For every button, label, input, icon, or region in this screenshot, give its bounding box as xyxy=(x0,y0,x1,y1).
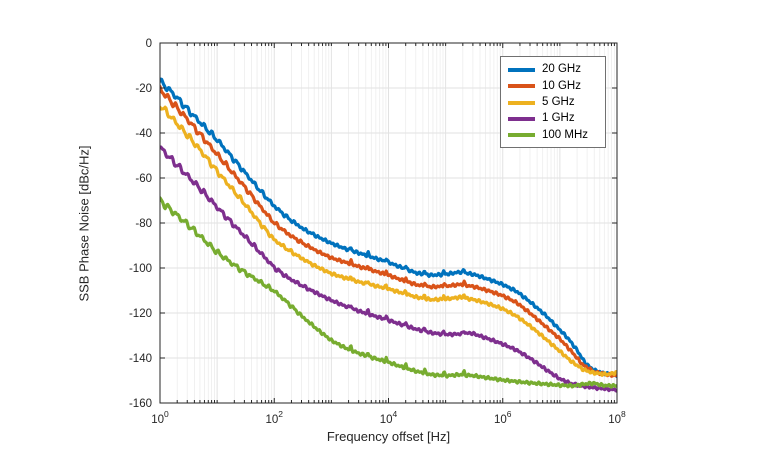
y-tick-label: -100 xyxy=(129,263,152,275)
series-line-20-ghz xyxy=(160,77,617,379)
series-line-10-ghz xyxy=(160,85,617,378)
legend-entry-20-ghz: 20 GHz xyxy=(508,62,605,78)
legend-entry-10-ghz: 10 GHz xyxy=(508,78,605,94)
legend-label: 5 GHz xyxy=(542,95,575,108)
y-tick-label: -20 xyxy=(135,83,152,95)
legend-entry-100-mhz: 100 MHz xyxy=(508,127,605,143)
y-tick-label: -40 xyxy=(135,128,152,140)
legend-line-swatch xyxy=(508,117,535,122)
legend-line-swatch xyxy=(508,100,535,105)
axes-box xyxy=(159,42,618,404)
series-line-5-ghz xyxy=(160,105,617,377)
legend: 20 GHz 10 GHz 5 GHz 1 GHz 100 MHz xyxy=(500,56,606,149)
y-tick-label: -60 xyxy=(135,173,152,185)
legend-entry-5-ghz: 5 GHz xyxy=(508,95,605,111)
x-tick-label: 106 xyxy=(494,409,512,426)
x-axis-label: Frequency offset [Hz] xyxy=(326,429,451,444)
legend-label: 20 GHz xyxy=(542,63,581,76)
series-line-100-mhz xyxy=(160,196,617,389)
series-line-1-ghz xyxy=(160,145,617,393)
legend-label: 100 MHz xyxy=(542,128,589,141)
y-tick-label: 0 xyxy=(146,38,152,50)
y-axis-label: SSB Phase Noise [dBc/Hz] xyxy=(76,145,92,302)
y-tick-label: -140 xyxy=(129,353,152,365)
y-tick-label: -120 xyxy=(129,308,152,320)
x-tick-label: 102 xyxy=(265,409,283,426)
x-tick-label: 104 xyxy=(380,409,398,426)
x-tick-label: 100 xyxy=(151,409,169,426)
y-tick-label: -160 xyxy=(129,398,152,410)
legend-line-swatch xyxy=(508,133,535,138)
y-tick-label: -80 xyxy=(135,218,152,230)
x-tick-label: 108 xyxy=(608,409,626,426)
legend-label: 10 GHz xyxy=(542,79,581,92)
legend-entry-1-ghz: 1 GHz xyxy=(508,111,605,127)
legend-line-swatch xyxy=(508,68,535,73)
curves xyxy=(160,77,617,393)
legend-label: 1 GHz xyxy=(542,112,575,125)
legend-line-swatch xyxy=(508,84,535,89)
